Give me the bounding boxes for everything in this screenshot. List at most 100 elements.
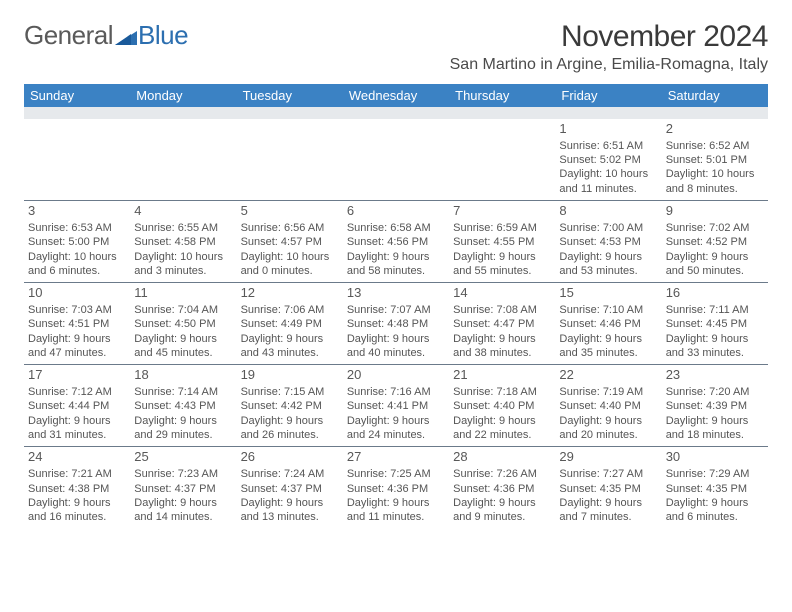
logo-triangle-icon: [115, 27, 137, 45]
day-number: 15: [559, 285, 657, 302]
day-number: 28: [453, 449, 551, 466]
sunset-line: Sunset: 4:55 PM: [453, 235, 551, 249]
sunrise-line: Sunrise: 7:24 AM: [241, 467, 339, 481]
day-number: 6: [347, 203, 445, 220]
calendar-day-cell: 16Sunrise: 7:11 AMSunset: 4:45 PMDayligh…: [662, 283, 768, 365]
sunrise-line: Sunrise: 6:56 AM: [241, 221, 339, 235]
day-number: 3: [28, 203, 126, 220]
sunset-line: Sunset: 4:51 PM: [28, 317, 126, 331]
sunrise-line: Sunrise: 7:12 AM: [28, 385, 126, 399]
daylight-line: Daylight: 9 hours and 20 minutes.: [559, 414, 657, 443]
sunset-line: Sunset: 4:47 PM: [453, 317, 551, 331]
day-number: 2: [666, 121, 764, 138]
day-number: 29: [559, 449, 657, 466]
day-number: 7: [453, 203, 551, 220]
sunset-line: Sunset: 4:42 PM: [241, 399, 339, 413]
daylight-line: Daylight: 9 hours and 6 minutes.: [666, 496, 764, 525]
sunset-line: Sunset: 4:40 PM: [453, 399, 551, 413]
day-number: 14: [453, 285, 551, 302]
day-number: 22: [559, 367, 657, 384]
calendar-day-cell: 6Sunrise: 6:58 AMSunset: 4:56 PMDaylight…: [343, 201, 449, 283]
calendar-day-cell: [24, 119, 130, 201]
title-block: November 2024 San Martino in Argine, Emi…: [450, 20, 768, 80]
sunrise-line: Sunrise: 6:53 AM: [28, 221, 126, 235]
sunrise-line: Sunrise: 7:03 AM: [28, 303, 126, 317]
calendar-day-cell: 19Sunrise: 7:15 AMSunset: 4:42 PMDayligh…: [237, 365, 343, 447]
daylight-line: Daylight: 9 hours and 16 minutes.: [28, 496, 126, 525]
day-number: 20: [347, 367, 445, 384]
sunset-line: Sunset: 4:49 PM: [241, 317, 339, 331]
day-number: 25: [134, 449, 232, 466]
calendar-day-cell: 7Sunrise: 6:59 AMSunset: 4:55 PMDaylight…: [449, 201, 555, 283]
sunset-line: Sunset: 4:35 PM: [559, 482, 657, 496]
calendar-day-cell: 14Sunrise: 7:08 AMSunset: 4:47 PMDayligh…: [449, 283, 555, 365]
sunset-line: Sunset: 4:40 PM: [559, 399, 657, 413]
sunrise-line: Sunrise: 7:07 AM: [347, 303, 445, 317]
daylight-line: Daylight: 9 hours and 58 minutes.: [347, 250, 445, 279]
day-number: 24: [28, 449, 126, 466]
sunset-line: Sunset: 4:35 PM: [666, 482, 764, 496]
calendar-day-cell: 29Sunrise: 7:27 AMSunset: 4:35 PMDayligh…: [555, 447, 661, 529]
calendar-day-cell: 25Sunrise: 7:23 AMSunset: 4:37 PMDayligh…: [130, 447, 236, 529]
daylight-line: Daylight: 9 hours and 38 minutes.: [453, 332, 551, 361]
calendar-week-row: 24Sunrise: 7:21 AMSunset: 4:38 PMDayligh…: [24, 447, 768, 529]
day-number: 9: [666, 203, 764, 220]
calendar-day-cell: 21Sunrise: 7:18 AMSunset: 4:40 PMDayligh…: [449, 365, 555, 447]
logo: General Blue: [24, 20, 188, 51]
sunrise-line: Sunrise: 7:26 AM: [453, 467, 551, 481]
daylight-line: Daylight: 9 hours and 9 minutes.: [453, 496, 551, 525]
sunrise-line: Sunrise: 7:29 AM: [666, 467, 764, 481]
header: General Blue November 2024 San Martino i…: [24, 20, 768, 80]
sunrise-line: Sunrise: 6:58 AM: [347, 221, 445, 235]
sunset-line: Sunset: 5:02 PM: [559, 153, 657, 167]
weekday-header-row: SundayMondayTuesdayWednesdayThursdayFrid…: [24, 84, 768, 107]
weekday-header: Monday: [130, 84, 236, 107]
location-subtitle: San Martino in Argine, Emilia-Romagna, I…: [450, 56, 768, 74]
day-number: 11: [134, 285, 232, 302]
daylight-line: Daylight: 9 hours and 7 minutes.: [559, 496, 657, 525]
calendar-day-cell: 23Sunrise: 7:20 AMSunset: 4:39 PMDayligh…: [662, 365, 768, 447]
page-title: November 2024: [450, 20, 768, 54]
calendar-day-cell: 27Sunrise: 7:25 AMSunset: 4:36 PMDayligh…: [343, 447, 449, 529]
calendar-day-cell: 11Sunrise: 7:04 AMSunset: 4:50 PMDayligh…: [130, 283, 236, 365]
daylight-line: Daylight: 9 hours and 47 minutes.: [28, 332, 126, 361]
sunset-line: Sunset: 4:48 PM: [347, 317, 445, 331]
day-number: 13: [347, 285, 445, 302]
daylight-line: Daylight: 10 hours and 11 minutes.: [559, 167, 657, 196]
calendar-day-cell: 15Sunrise: 7:10 AMSunset: 4:46 PMDayligh…: [555, 283, 661, 365]
day-number: 10: [28, 285, 126, 302]
day-number: 27: [347, 449, 445, 466]
daylight-line: Daylight: 9 hours and 33 minutes.: [666, 332, 764, 361]
calendar-week-row: 3Sunrise: 6:53 AMSunset: 5:00 PM Daylight…: [24, 201, 768, 283]
calendar-day-cell: 24Sunrise: 7:21 AMSunset: 4:38 PMDayligh…: [24, 447, 130, 529]
daylight-line: Daylight: 9 hours and 14 minutes.: [134, 496, 232, 525]
calendar-day-cell: 28Sunrise: 7:26 AMSunset: 4:36 PMDayligh…: [449, 447, 555, 529]
daylight-line: Daylight: 9 hours and 26 minutes.: [241, 414, 339, 443]
sunset-line: Sunset: 4:46 PM: [559, 317, 657, 331]
daylight-line: Daylight: 9 hours and 43 minutes.: [241, 332, 339, 361]
calendar-table: SundayMondayTuesdayWednesdayThursdayFrid…: [24, 84, 768, 528]
calendar-day-cell: 5Sunrise: 6:56 AMSunset: 4:57 PMDaylight…: [237, 201, 343, 283]
calendar-day-cell: [343, 119, 449, 201]
sunrise-line: Sunrise: 7:23 AM: [134, 467, 232, 481]
sunrise-line: Sunrise: 6:51 AM: [559, 139, 657, 153]
day-number: 19: [241, 367, 339, 384]
calendar-day-cell: 12Sunrise: 7:06 AMSunset: 4:49 PMDayligh…: [237, 283, 343, 365]
sunset-line: Sunset: 5:00 PM: [28, 235, 126, 249]
daylight-line: Daylight: 9 hours and 11 minutes.: [347, 496, 445, 525]
daylight-line: Daylight: 9 hours and 40 minutes.: [347, 332, 445, 361]
calendar-day-cell: 26Sunrise: 7:24 AMSunset: 4:37 PMDayligh…: [237, 447, 343, 529]
sunrise-line: Sunrise: 7:18 AM: [453, 385, 551, 399]
day-number: 18: [134, 367, 232, 384]
daylight-line: Daylight: 9 hours and 45 minutes.: [134, 332, 232, 361]
daylight-line: Daylight: 9 hours and 31 minutes.: [28, 414, 126, 443]
sunrise-line: Sunrise: 6:52 AM: [666, 139, 764, 153]
calendar-day-cell: 3Sunrise: 6:53 AMSunset: 5:00 PMDaylight…: [24, 201, 130, 283]
sunset-line: Sunset: 4:37 PM: [241, 482, 339, 496]
sunset-line: Sunset: 4:56 PM: [347, 235, 445, 249]
calendar-day-cell: 1Sunrise: 6:51 AMSunset: 5:02 PMDaylight…: [555, 119, 661, 201]
sunset-line: Sunset: 4:39 PM: [666, 399, 764, 413]
calendar-day-cell: 22Sunrise: 7:19 AMSunset: 4:40 PMDayligh…: [555, 365, 661, 447]
daylight-line: Daylight: 9 hours and 24 minutes.: [347, 414, 445, 443]
weekday-header: Thursday: [449, 84, 555, 107]
